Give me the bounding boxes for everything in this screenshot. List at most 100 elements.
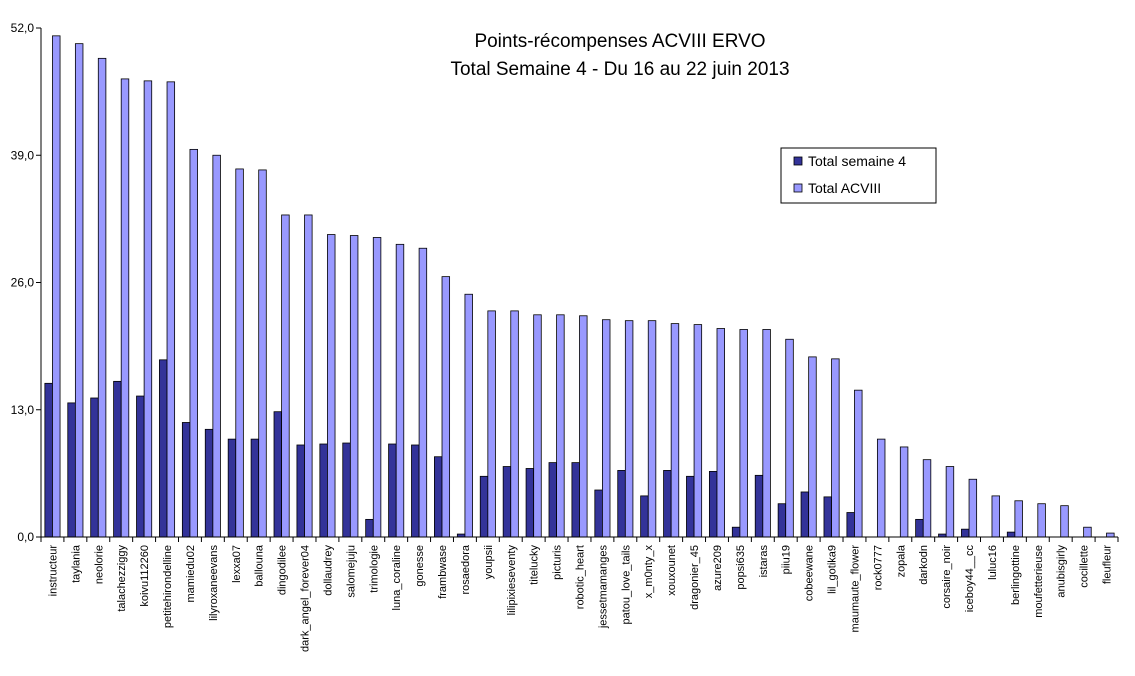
bar-acviii-rosaedora <box>464 293 473 538</box>
x-tick-label: robotic_heart <box>575 545 587 609</box>
x-tick-label: zopala <box>895 544 907 577</box>
bar-acviii-darkodn <box>922 459 932 538</box>
x-tick-label: iceboy44__cc <box>964 545 976 613</box>
x-tick-label: anubisgirly <box>1056 545 1068 598</box>
x-tick-label: luluc16 <box>987 545 999 580</box>
x-tick-label: salomejuju <box>345 545 357 598</box>
bar-semaine4-dragonier_45 <box>686 475 695 538</box>
x-tick-label: instructeur <box>47 545 59 597</box>
bar-semaine4-neolorie <box>90 397 99 538</box>
x-tick-label: maumaute_flower <box>849 545 861 633</box>
bar-semaine4-maumaute_flower <box>846 512 855 538</box>
x-tick-label: picturis <box>552 545 564 580</box>
bar-acviii-salomejuju <box>349 235 359 538</box>
bar-acviii-azure209 <box>716 328 725 538</box>
bar-acviii-x_m0nty_x <box>647 320 657 538</box>
bar-semaine4-dingodilee <box>273 411 283 538</box>
bar-semaine4-x_m0nty_x <box>640 495 649 538</box>
y-tick-label: 0,0 <box>17 530 34 544</box>
axes-group: 0,0 13,0 26,0 39,0 52,0 instructeur taylania ne… <box>11 21 1119 652</box>
bar-acviii-fleufleur <box>1106 532 1115 538</box>
bar-acviii-neolorie <box>97 57 107 538</box>
x-tick-label: moufetterieuse <box>1033 545 1045 618</box>
bar-semaine4-ballouna <box>250 438 260 538</box>
bar-semaine4-jessetmamanges <box>594 489 603 538</box>
bar-acviii-frambwase <box>441 276 451 538</box>
legend-label-total-semaine-4: Total semaine 4 <box>808 153 906 169</box>
x-tick-label: titelucky <box>529 545 541 585</box>
x-tick-label: xouxounet <box>666 545 678 596</box>
bar-semaine4-robotic_heart <box>571 462 580 538</box>
bar-semaine4-gonesse <box>411 444 420 538</box>
bar-acviii-dingodilee <box>281 214 290 538</box>
bar-acviii-trimologie <box>372 237 382 538</box>
x-tick-label: taylania <box>70 544 82 583</box>
bar-semaine4-talachezziggy <box>113 380 122 538</box>
bar-acviii-luna_coraline <box>395 243 405 538</box>
bar-acviii-moufetterieuse <box>1037 503 1046 538</box>
bar-acviii-piiu19 <box>785 338 794 538</box>
bar-semaine4-petitehirondelline <box>159 359 168 538</box>
bar-acviii-lexxa07 <box>235 168 244 538</box>
bar-semaine4-cobeewane <box>800 491 810 538</box>
bar-acviii-talachezziggy <box>120 78 130 538</box>
bar-semaine4-istaras <box>754 474 764 538</box>
bar-acviii-dark_angel_forever04 <box>304 214 313 538</box>
bar-acviii-instructeur <box>52 35 61 538</box>
bar-acviii-picturis <box>556 314 565 538</box>
bar-semaine4-lilyroxaneevans <box>204 428 214 538</box>
x-tick-label: luna_coraline <box>391 545 403 610</box>
bar-semaine4-luna_coraline <box>388 443 397 538</box>
x-tick-label: dragonier_45 <box>689 545 701 610</box>
x-tick-label: corsaire_noir <box>941 545 953 609</box>
x-tick-label: talachezziggy <box>116 545 128 612</box>
y-tick-label: 39,0 <box>11 148 35 162</box>
bar-acviii-rock0777 <box>876 438 886 538</box>
bar-acviii-cocillette <box>1083 526 1092 538</box>
x-tick-label: x_m0nty_x <box>643 545 655 599</box>
x-tick-label: cobeewane <box>804 545 816 601</box>
x-tick-label: berlingottine <box>1010 545 1022 605</box>
bar-acviii-iceboy44__cc <box>968 478 978 538</box>
x-tick-label: youpsii <box>483 545 495 579</box>
x-tick-label: fleufleur <box>1102 545 1114 584</box>
bar-semaine4-trimologie <box>365 518 374 538</box>
bar-semaine4-darkodn <box>915 518 924 538</box>
bar-semaine4-lilipixieseventy <box>502 466 512 538</box>
x-tick-label: lilipixieseventy <box>506 545 518 616</box>
bar-semaine4-salomejuju <box>342 442 351 538</box>
bar-semaine4-dollaudrey <box>319 443 328 538</box>
bar-semaine4-picturis <box>548 462 557 538</box>
bar-semaine4-iceboy44__cc <box>961 528 970 538</box>
bar-acviii-xouxounet <box>670 323 680 538</box>
bar-acviii-istaras <box>762 329 771 538</box>
bar-acviii-corsaire_noir <box>945 466 955 538</box>
bar-acviii-taylania <box>74 43 84 538</box>
x-tick-label: koivu112260 <box>139 545 151 607</box>
x-tick-label: mamiedu02 <box>185 545 197 602</box>
bar-acviii-luluc16 <box>991 495 1000 538</box>
x-tick-label: lil_gotika9 <box>827 545 839 594</box>
bar-acviii-robotic_heart <box>579 315 588 538</box>
bar-semaine4-instructeur <box>44 382 53 538</box>
bar-acviii-mamiedu02 <box>189 148 198 538</box>
x-tick-label: neolorie <box>93 545 105 584</box>
bar-semaine4-lil_gotika9 <box>823 496 832 538</box>
x-tick-label: popsi635 <box>735 545 747 590</box>
x-tick-label: patou_love_tails <box>620 545 632 625</box>
bars-group <box>44 35 1115 538</box>
x-tick-label: gonesse <box>414 545 426 587</box>
bar-semaine4-taylania <box>67 402 76 538</box>
x-tick-label: dingodilee <box>277 545 289 595</box>
bar-acviii-petitehirondelline <box>166 81 176 538</box>
bar-acviii-jessetmamanges <box>602 319 611 538</box>
bar-acviii-popsi635 <box>739 329 748 538</box>
legend-box <box>780 147 937 204</box>
bar-semaine4-piiu19 <box>777 503 787 538</box>
x-tick-label: lilyroxaneevans <box>208 545 220 621</box>
x-tick-label: piiu19 <box>781 545 793 574</box>
x-tick-label: azure209 <box>712 545 724 591</box>
bar-semaine4-dark_angel_forever04 <box>296 444 305 538</box>
bar-acviii-patou_love_tails <box>624 320 634 538</box>
